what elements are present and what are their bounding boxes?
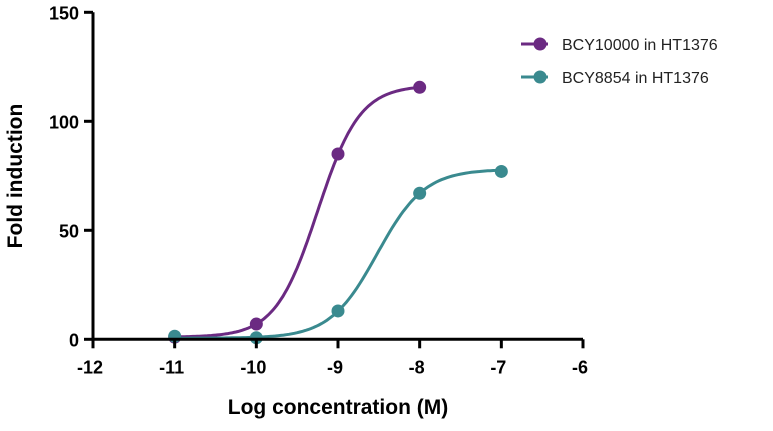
legend-marker [533, 70, 547, 84]
y-tick-label: 100 [49, 112, 79, 132]
x-tick-label: -7 [490, 357, 506, 377]
y-axis-label: Fold induction [4, 104, 27, 249]
data-point-series-2 [331, 304, 345, 318]
x-tick-label: -9 [327, 357, 343, 377]
x-tick-label: -6 [572, 357, 588, 377]
data-point-series-1 [413, 80, 427, 94]
legend-label: BCY8854 in HT1376 [562, 70, 709, 87]
axes: -12 -11 -10 -9 -8 -7 -6 0 50 100 150 [49, 3, 588, 377]
y-tick-label: 0 [69, 330, 79, 350]
data-point-series-2 [249, 331, 263, 345]
x-tick-label: -8 [409, 357, 425, 377]
y-tick-label: 50 [59, 221, 79, 241]
data-point-series-2 [494, 164, 508, 178]
data-point-series-1 [331, 147, 345, 161]
y-tick-label: 150 [49, 3, 79, 23]
data-point-series-2 [413, 186, 427, 200]
curve-series-1 [174, 85, 420, 339]
fitted-curves [174, 85, 502, 340]
data-points [168, 80, 508, 345]
x-tick-label: -10 [240, 357, 266, 377]
x-axis-label: Log concentration (M) [228, 396, 448, 419]
legend: BCY10000 in HT1376 BCY8854 in HT1376 [521, 37, 718, 87]
x-tick-label: -11 [159, 357, 184, 377]
data-point-series-1 [249, 317, 263, 331]
legend-label: BCY10000 in HT1376 [562, 37, 718, 54]
x-tick-label: -12 [77, 357, 103, 377]
legend-marker [533, 37, 547, 51]
